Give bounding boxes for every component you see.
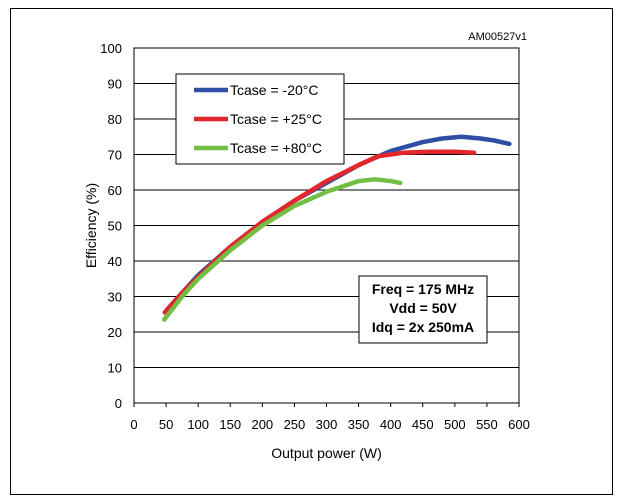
y-tick-label: 50 bbox=[108, 219, 122, 234]
y-tick-label: 10 bbox=[108, 361, 122, 376]
x-tick-label: 550 bbox=[476, 417, 498, 432]
x-tick-label: 300 bbox=[316, 417, 338, 432]
series-layer bbox=[161, 134, 512, 322]
legend-label-2: Tcase = +25°C bbox=[230, 111, 322, 127]
legend-label-3: Tcase = +80°C bbox=[230, 140, 322, 156]
x-tick-label: 600 bbox=[508, 417, 530, 432]
chart-frame bbox=[10, 8, 613, 495]
series-line-3 bbox=[161, 177, 403, 322]
x-tick-label: 0 bbox=[130, 417, 137, 432]
y-tick-label: 20 bbox=[108, 325, 122, 340]
y-tick-label: 0 bbox=[115, 396, 122, 411]
conditions-box-frame bbox=[358, 275, 488, 344]
condition-text-2: Vdd = 50V bbox=[389, 300, 457, 316]
x-tick-label: 100 bbox=[187, 417, 209, 432]
x-tick-label: 200 bbox=[251, 417, 273, 432]
x-tick-label: 400 bbox=[380, 417, 402, 432]
legend: Tcase = -20°C Tcase = +25°C Tcase = +80°C bbox=[175, 73, 345, 165]
x-tick-label: 50 bbox=[159, 417, 173, 432]
condition-text-3: Idq = 2x 250mA bbox=[372, 319, 474, 335]
y-tick-label: 90 bbox=[108, 77, 122, 92]
conditions-box: Freq = 175 MHz Vdd = 50V Idq = 2x 250mA bbox=[358, 275, 488, 344]
x-axis-title: Output power (W) bbox=[271, 445, 381, 461]
y-tick-label: 70 bbox=[108, 148, 122, 163]
ticks-layer: 0 10 20 30 40 50 60 70 80 90 100 0 50 100 150 200 250 300… bbox=[100, 41, 530, 432]
y-tick-label: 80 bbox=[108, 112, 122, 127]
x-tick-label: 500 bbox=[444, 417, 466, 432]
x-tick-label: 150 bbox=[219, 417, 241, 432]
legend-label-1: Tcase = -20°C bbox=[230, 82, 318, 98]
y-tick-label: 40 bbox=[108, 254, 122, 269]
y-tick-label: 30 bbox=[108, 290, 122, 305]
y-tick-label: 100 bbox=[100, 41, 122, 56]
y-tick-label: 60 bbox=[108, 183, 122, 198]
figure-reference: AM00527v1 bbox=[468, 31, 527, 43]
x-tick-label: 350 bbox=[348, 417, 370, 432]
x-tick-label: 450 bbox=[412, 417, 434, 432]
condition-text-1: Freq = 175 MHz bbox=[372, 281, 474, 297]
y-axis-title: Efficiency (%) bbox=[83, 183, 99, 268]
x-tick-label: 250 bbox=[284, 417, 306, 432]
